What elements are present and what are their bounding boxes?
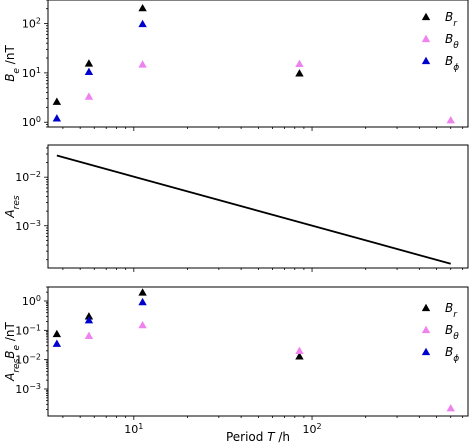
y-tick-label: 10−3 bbox=[15, 381, 41, 396]
legend-marker-bphi bbox=[421, 56, 431, 65]
y-tick-label: 101 bbox=[22, 65, 41, 80]
data-point-bphi bbox=[52, 114, 62, 122]
data-point-br bbox=[138, 3, 147, 12]
legend-marker-btheta bbox=[421, 34, 431, 43]
data-point-bphi bbox=[84, 316, 94, 324]
legend-label-br: Br bbox=[445, 301, 458, 320]
x-tick-label: 101 bbox=[124, 422, 143, 437]
legend-label-btheta: Bθ bbox=[445, 323, 459, 342]
x-axis-label: Period T /h bbox=[226, 430, 290, 444]
data-point-btheta bbox=[84, 331, 94, 339]
response-line bbox=[56, 154, 451, 265]
legend-label-br: Br bbox=[445, 10, 458, 29]
data-point-br bbox=[52, 97, 62, 105]
data-point-br bbox=[84, 59, 94, 67]
panel-induced-field: 10−3 10−2 10−1 100 101 102 AresBe /nT Period T … bbox=[3, 286, 469, 444]
legend-marker-bphi bbox=[421, 347, 431, 356]
legend-marker-br bbox=[421, 303, 431, 312]
legend-marker-btheta bbox=[421, 325, 431, 334]
y-tick-label: 10−2 bbox=[15, 352, 41, 367]
panel-response-amplitude: 10−3 10−2 Ares bbox=[3, 144, 469, 272]
data-point-btheta bbox=[138, 60, 147, 68]
data-point-bphi bbox=[138, 19, 147, 28]
axes-frame bbox=[47, 144, 469, 269]
axes-frame bbox=[47, 286, 469, 417]
y-tick-label: 100 bbox=[22, 115, 41, 130]
y-tick-label: 100 bbox=[22, 293, 41, 308]
data-point-br bbox=[295, 352, 304, 360]
x-tick-label: 102 bbox=[302, 422, 321, 437]
legend-label-bphi: Bϕ bbox=[445, 345, 459, 364]
data-point-bphi bbox=[52, 339, 62, 347]
legend-label-btheta: Bθ bbox=[445, 32, 459, 51]
y-tick-label: 10−3 bbox=[15, 218, 41, 233]
legend-label-bphi: Bϕ bbox=[445, 54, 459, 73]
y-axis-label: AresBe /nT bbox=[3, 321, 22, 381]
y-axis-label: Ares bbox=[3, 195, 22, 218]
axes-frame bbox=[47, 0, 469, 128]
y-tick-label: 10−1 bbox=[15, 323, 41, 338]
data-point-br bbox=[138, 288, 147, 296]
legend-marker-br bbox=[421, 12, 431, 21]
data-point-btheta bbox=[138, 320, 147, 329]
y-axis-label: Be /nT bbox=[3, 45, 22, 82]
data-point-br bbox=[295, 69, 304, 77]
data-point-btheta bbox=[446, 115, 455, 124]
data-point-btheta bbox=[295, 346, 304, 354]
data-point-btheta bbox=[295, 59, 304, 68]
y-tick-label: 102 bbox=[22, 16, 41, 31]
data-point-btheta bbox=[84, 92, 94, 100]
data-point-br bbox=[52, 329, 62, 338]
data-point-bphi bbox=[84, 67, 94, 75]
data-point-bphi bbox=[138, 297, 147, 306]
data-point-btheta bbox=[446, 404, 455, 412]
data-point-br bbox=[84, 312, 94, 320]
y-tick-label: 10−2 bbox=[15, 170, 41, 185]
